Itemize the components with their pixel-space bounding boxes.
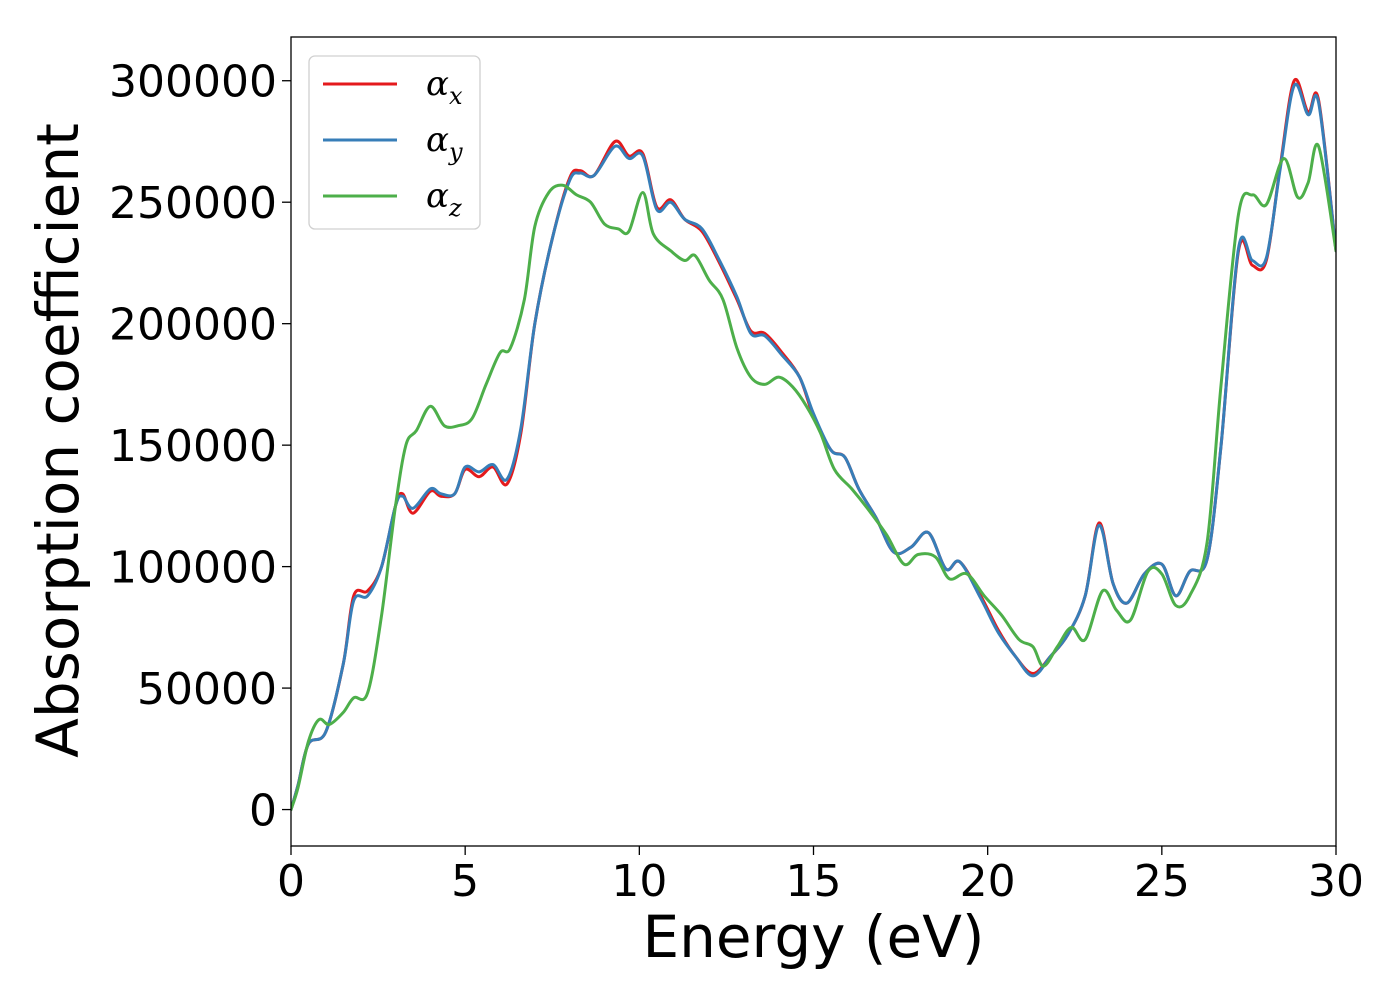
y-tick-label: 300000 bbox=[109, 57, 277, 108]
y-tick-label: 250000 bbox=[109, 178, 277, 229]
y-tick-label: 200000 bbox=[109, 300, 277, 351]
x-axis-label: Energy (eV) bbox=[642, 903, 984, 971]
x-tick-label: 5 bbox=[451, 856, 479, 907]
legend: αx αy αz bbox=[308, 55, 481, 230]
legend-entry-x: αx bbox=[426, 64, 463, 110]
series-layer bbox=[291, 77, 1336, 812]
y-tick-label: 100000 bbox=[109, 543, 277, 594]
x-tick-label: 15 bbox=[786, 856, 842, 907]
series-line-z bbox=[291, 142, 1336, 812]
x-tick-label: 25 bbox=[1134, 856, 1190, 907]
legend-box bbox=[308, 55, 481, 230]
legend-entry-z: αz bbox=[426, 176, 462, 222]
x-axis-ticks: 0 5 10 15 20 25 30 bbox=[277, 846, 1364, 907]
y-axis-ticks: 0 50000 100000 150000 200000 250000 300000 bbox=[109, 57, 291, 837]
legend-entry-y: αy bbox=[426, 120, 463, 166]
y-tick-label: 0 bbox=[249, 786, 277, 837]
x-tick-label: 0 bbox=[277, 856, 305, 907]
x-tick-label: 10 bbox=[611, 856, 667, 907]
y-axis-label: Absorption coefficient bbox=[24, 123, 92, 758]
x-tick-label: 30 bbox=[1308, 856, 1364, 907]
series-line-y bbox=[291, 82, 1336, 812]
y-tick-label: 50000 bbox=[137, 664, 277, 715]
y-tick-label: 150000 bbox=[109, 421, 277, 472]
x-tick-label: 20 bbox=[960, 856, 1016, 907]
